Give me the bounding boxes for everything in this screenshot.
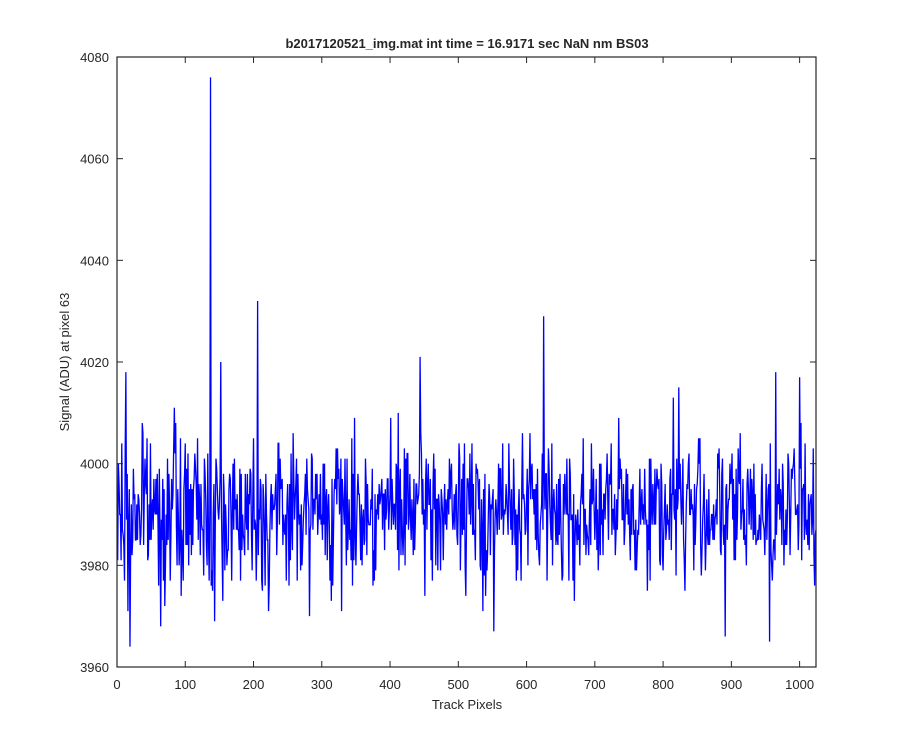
y-tick-label: 4080 [80,50,109,65]
y-tick-label: 4040 [80,253,109,268]
y-tick-label: 4060 [80,152,109,167]
y-tick-label: 3960 [80,660,109,675]
x-tick-label: 600 [516,677,538,692]
x-tick-label: 100 [174,677,196,692]
signal-series-line [117,77,817,647]
x-tick-label: 0 [113,677,120,692]
y-tick-label: 3980 [80,558,109,573]
x-tick-label: 400 [379,677,401,692]
x-tick-label: 200 [243,677,265,692]
x-axis-label: Track Pixels [432,697,503,712]
x-tick-label: 1000 [785,677,814,692]
x-tick-label: 700 [584,677,606,692]
y-tick-label: 4020 [80,355,109,370]
y-axis-label: Signal (ADU) at pixel 63 [57,293,72,432]
y-tick-label: 4000 [80,457,109,472]
x-tick-label: 500 [447,677,469,692]
chart-title: b2017120521_img.mat int time = 16.9171 s… [285,36,648,51]
x-tick-label: 300 [311,677,333,692]
ticks-layer: 0 100 200 300 400 500 600 700 800 900 1000 3960 3980… [80,50,816,692]
x-tick-label: 900 [721,677,743,692]
x-tick-label: 800 [652,677,674,692]
axes-box [116,56,817,668]
series-layer [117,77,817,647]
